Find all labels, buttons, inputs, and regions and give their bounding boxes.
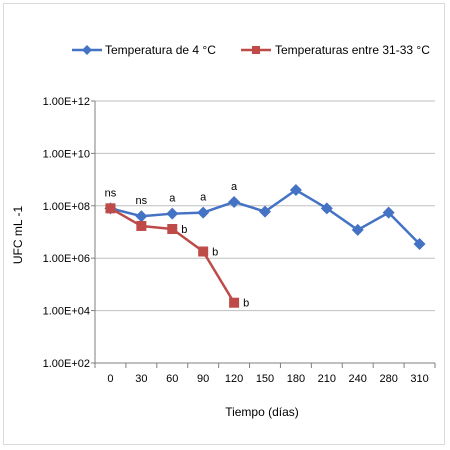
data-label: a: [169, 193, 176, 205]
x-tick-label: 280: [379, 373, 397, 385]
y-tick-label: 1.00E+04: [43, 306, 90, 318]
x-tick-label: 120: [225, 373, 243, 385]
y-axis-title: UFC mL -1: [11, 206, 25, 265]
x-tick-label: 30: [135, 373, 147, 385]
y-tick-label: 1.00E+02: [43, 358, 90, 370]
data-point-diamond: [135, 210, 148, 223]
x-tick-labels: 0 30 60 90 120 150 180 210 240 280 310: [107, 373, 428, 385]
legend-marker-series-2: [252, 46, 260, 54]
y-tick-label: 1.00E+06: [43, 253, 90, 265]
data-point-square: [198, 246, 209, 257]
annotations: ns ns a a a b b b: [105, 181, 250, 310]
series-group: [104, 184, 426, 308]
series-2: [105, 203, 240, 308]
data-point-square: [167, 224, 178, 235]
data-point-diamond: [382, 206, 395, 219]
y-tick-label: 1.00E+10: [43, 148, 90, 160]
legend-marker-series-1: [82, 45, 92, 55]
data-point-diamond: [320, 202, 333, 215]
data-point-diamond: [351, 223, 364, 236]
data-label: a: [200, 192, 207, 204]
data-point-square: [136, 220, 147, 231]
data-label: a: [231, 181, 238, 193]
x-axis-title: Tiempo (días): [225, 405, 299, 419]
data-point-square: [105, 203, 116, 214]
data-label: ns: [136, 195, 148, 207]
legend: Temperatura de 4 °C Temperaturas entre 3…: [72, 43, 430, 57]
data-label: b: [181, 224, 187, 236]
x-tick-label: 210: [318, 373, 336, 385]
series-1: [104, 184, 426, 250]
y-tick-labels: 1.00E+02 1.00E+04 1.00E+06 1.00E+08 1.00E+10…: [43, 96, 90, 370]
y-tick-label: 1.00E+08: [43, 201, 90, 213]
x-tick-label: 310: [410, 373, 428, 385]
data-label: b: [212, 247, 218, 259]
data-point-diamond: [166, 207, 179, 220]
x-tick-label: 60: [166, 373, 178, 385]
legend-label-series-1: Temperatura de 4 °C: [105, 43, 216, 57]
x-tick-label: 240: [349, 373, 367, 385]
x-tick-label: 180: [287, 373, 305, 385]
x-tick-label: 150: [256, 373, 274, 385]
x-tick-label: 90: [197, 373, 209, 385]
data-point-diamond: [228, 195, 241, 208]
data-label: ns: [105, 187, 117, 199]
chart-frame: [3, 3, 445, 445]
data-point-diamond: [289, 184, 302, 197]
legend-label-series-2: Temperaturas entre 31-33 °C: [275, 43, 430, 57]
data-label: b: [243, 298, 249, 310]
data-point-square: [229, 297, 240, 308]
data-point-diamond: [413, 237, 426, 250]
data-point-diamond: [259, 205, 271, 218]
axes: [91, 100, 436, 368]
y-tick-label: 1.00E+12: [43, 96, 90, 108]
x-tick-label: 0: [107, 373, 113, 385]
data-point-diamond: [197, 206, 210, 219]
